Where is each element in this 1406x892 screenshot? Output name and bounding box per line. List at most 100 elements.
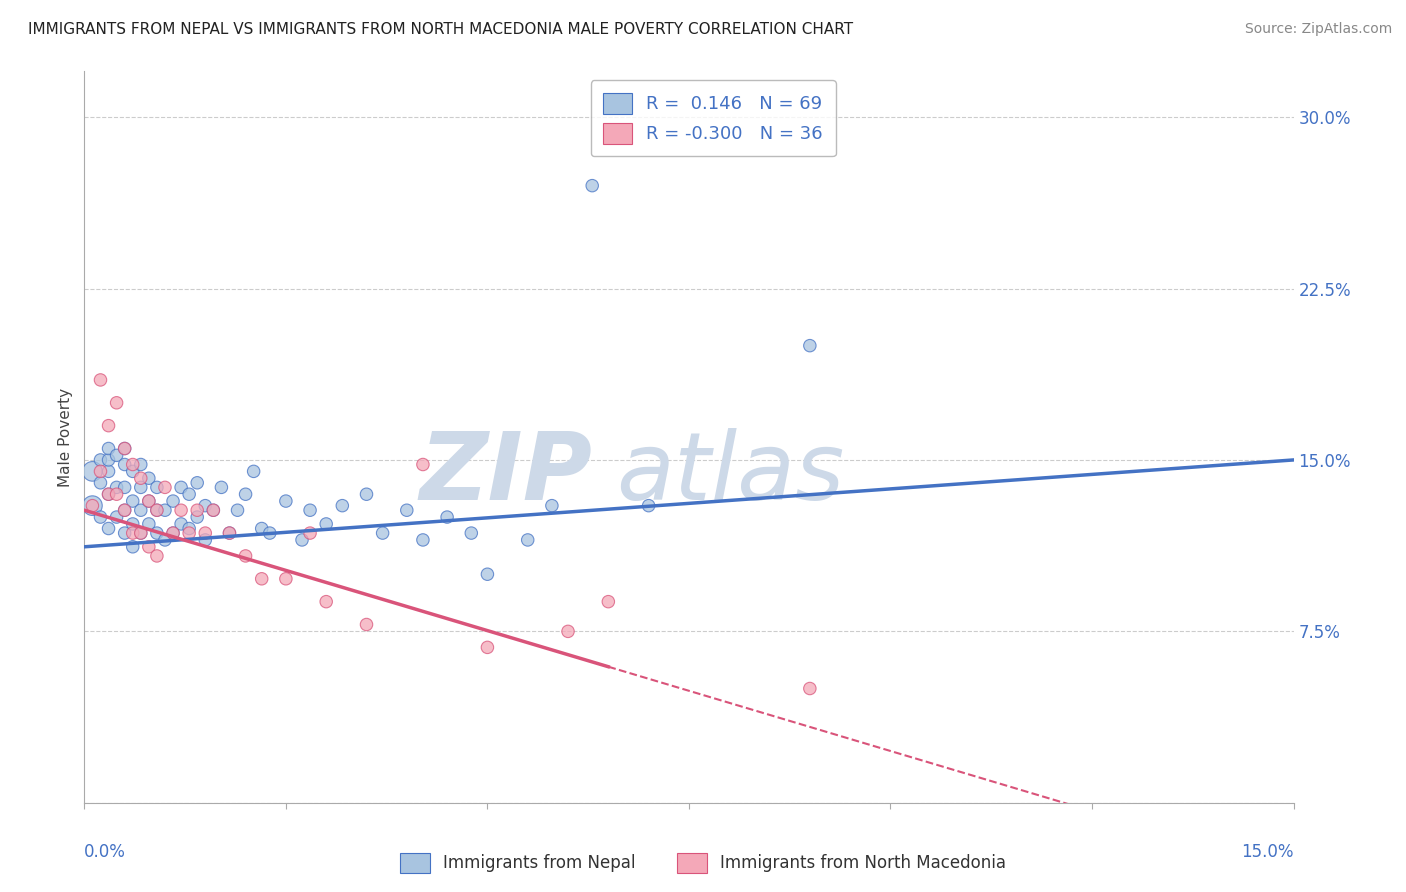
- Point: [105, 487, 128, 501]
- Point: [146, 503, 169, 517]
- Point: [179, 526, 201, 541]
- Point: [242, 464, 264, 478]
- Point: [105, 396, 128, 410]
- Point: [105, 510, 128, 524]
- Point: [97, 521, 120, 535]
- Point: [129, 503, 152, 517]
- Point: [477, 640, 499, 655]
- Point: [186, 503, 208, 517]
- Point: [581, 178, 603, 193]
- Point: [477, 567, 499, 582]
- Point: [153, 503, 176, 517]
- Point: [218, 526, 240, 541]
- Point: [299, 503, 322, 517]
- Point: [114, 458, 136, 472]
- Point: [146, 526, 169, 541]
- Point: [153, 533, 176, 547]
- Point: [259, 526, 281, 541]
- Point: [202, 503, 225, 517]
- Point: [153, 480, 176, 494]
- Point: [121, 526, 143, 541]
- Point: [89, 475, 111, 490]
- Point: [218, 526, 240, 541]
- Text: 0.0%: 0.0%: [84, 843, 127, 861]
- Point: [179, 487, 201, 501]
- Point: [412, 533, 434, 547]
- Point: [114, 503, 136, 517]
- Point: [598, 595, 620, 609]
- Text: IMMIGRANTS FROM NEPAL VS IMMIGRANTS FROM NORTH MACEDONIA MALE POVERTY CORRELATIO: IMMIGRANTS FROM NEPAL VS IMMIGRANTS FROM…: [28, 22, 853, 37]
- Point: [82, 499, 104, 513]
- Point: [146, 503, 169, 517]
- Point: [82, 499, 104, 513]
- Point: [330, 499, 353, 513]
- Point: [202, 503, 225, 517]
- Point: [97, 464, 120, 478]
- Point: [194, 533, 217, 547]
- Text: 15.0%: 15.0%: [1241, 843, 1294, 861]
- Point: [291, 533, 314, 547]
- Point: [129, 526, 152, 541]
- Point: [121, 464, 143, 478]
- Point: [799, 681, 821, 696]
- Point: [121, 494, 143, 508]
- Point: [89, 453, 111, 467]
- Point: [162, 526, 184, 541]
- Point: [395, 503, 418, 517]
- Point: [129, 480, 152, 494]
- Point: [89, 464, 111, 478]
- Point: [97, 487, 120, 501]
- Legend: R =  0.146   N = 69, R = -0.300   N = 36: R = 0.146 N = 69, R = -0.300 N = 36: [591, 80, 835, 156]
- Point: [179, 521, 201, 535]
- Point: [516, 533, 538, 547]
- Point: [299, 526, 322, 541]
- Point: [170, 480, 193, 494]
- Point: [194, 526, 217, 541]
- Point: [209, 480, 232, 494]
- Point: [235, 549, 257, 563]
- Point: [105, 480, 128, 494]
- Point: [799, 338, 821, 352]
- Point: [146, 549, 169, 563]
- Point: [114, 503, 136, 517]
- Point: [250, 572, 273, 586]
- Point: [138, 494, 160, 508]
- Point: [114, 442, 136, 456]
- Point: [460, 526, 482, 541]
- Point: [162, 494, 184, 508]
- Point: [89, 373, 111, 387]
- Point: [121, 458, 143, 472]
- Point: [557, 624, 579, 639]
- Point: [138, 494, 160, 508]
- Text: Source: ZipAtlas.com: Source: ZipAtlas.com: [1244, 22, 1392, 37]
- Point: [315, 516, 337, 531]
- Point: [129, 526, 152, 541]
- Text: ZIP: ZIP: [419, 427, 592, 520]
- Point: [121, 516, 143, 531]
- Point: [105, 449, 128, 463]
- Point: [194, 499, 217, 513]
- Point: [97, 487, 120, 501]
- Point: [637, 499, 659, 513]
- Point: [170, 503, 193, 517]
- Point: [356, 617, 378, 632]
- Point: [89, 510, 111, 524]
- Point: [541, 499, 564, 513]
- Point: [356, 487, 378, 501]
- Point: [97, 418, 120, 433]
- Text: atlas: atlas: [616, 428, 845, 519]
- Point: [121, 540, 143, 554]
- Point: [114, 526, 136, 541]
- Y-axis label: Male Poverty: Male Poverty: [58, 387, 73, 487]
- Point: [97, 453, 120, 467]
- Point: [97, 442, 120, 456]
- Point: [186, 510, 208, 524]
- Point: [114, 480, 136, 494]
- Point: [186, 475, 208, 490]
- Point: [129, 471, 152, 485]
- Point: [114, 442, 136, 456]
- Point: [138, 471, 160, 485]
- Point: [226, 503, 249, 517]
- Point: [170, 516, 193, 531]
- Point: [129, 458, 152, 472]
